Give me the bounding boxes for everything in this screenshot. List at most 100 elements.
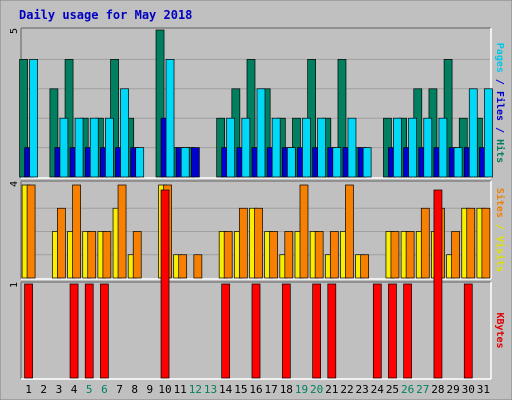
x-tick-label: 30: [462, 383, 475, 396]
bar-pages-day-22: [347, 117, 357, 178]
x-tick-label: 20: [310, 383, 323, 396]
x-tick-label: 29: [446, 383, 459, 396]
bar-kbytes-day-1: [24, 283, 33, 379]
y-axis-label: Pages / Files / Hits: [494, 43, 506, 163]
bar-pages-day-30: [468, 88, 478, 178]
bar-sites-day-4: [72, 184, 81, 279]
bar-sites-day-22: [345, 184, 354, 279]
x-tick-label: 26: [401, 383, 414, 396]
bar-pages-day-8: [135, 147, 145, 178]
bar-kbytes-day-21: [327, 283, 337, 379]
x-tick-label: 14: [219, 383, 233, 396]
bar-sites-day-6: [102, 231, 112, 279]
x-tick-label: 12: [189, 383, 202, 396]
bar-pages-day-17: [271, 117, 281, 178]
bar-sites-day-30: [466, 207, 476, 279]
chart-title: Daily usage for May 2018: [19, 8, 192, 22]
bar-sites-day-15: [238, 207, 248, 279]
x-tick-label: 6: [101, 383, 108, 396]
bar-sites-day-5: [87, 231, 97, 279]
x-tick-label: 13: [204, 383, 217, 396]
bar-pages-day-3: [59, 117, 69, 178]
bar-hits-day-3: [49, 88, 59, 178]
bar-pages-day-21: [332, 147, 342, 178]
bar-pages-day-5: [89, 117, 99, 178]
bar-pages-day-1: [29, 59, 38, 178]
bar-kbytes-day-5: [84, 283, 94, 379]
x-tick-label: 3: [56, 383, 63, 396]
bar-sites-day-7: [117, 184, 127, 279]
x-tick-label: 25: [386, 383, 399, 396]
bar-hits-day-1: [19, 59, 28, 178]
bar-sites-day-19: [299, 184, 309, 279]
bar-hits-day-22: [337, 59, 347, 178]
bar-sites-day-8: [132, 231, 142, 279]
bar-pages-day-23: [362, 147, 372, 178]
x-tick-label: 24: [371, 383, 385, 396]
panel-kbytes: 1 KBytes: [9, 189, 505, 380]
bar-sites-day-23: [360, 254, 369, 279]
bar-pages-day-20: [317, 117, 326, 178]
bar-sites-day-1: [26, 184, 36, 279]
bar-pages-day-18: [286, 147, 296, 178]
bar-sites-day-20: [314, 231, 324, 279]
bar-hits-day-10: [155, 29, 165, 178]
x-tick-label: 16: [249, 383, 262, 396]
x-tick-label: 2: [40, 383, 47, 396]
bar-pages-day-16: [256, 88, 266, 178]
x-tick-label: 31: [477, 383, 490, 396]
panel-visits-sites: 4 Sites / Visits: [9, 180, 506, 280]
bar-pages-day-25: [393, 117, 402, 178]
x-tick-label: 17: [265, 383, 278, 396]
x-tick-label: 9: [147, 383, 154, 396]
bar-pages-day-26: [408, 117, 417, 178]
bar-pages-day-31: [484, 88, 493, 178]
bar-sites-day-3: [57, 207, 66, 279]
bar-kbytes-day-16: [251, 283, 261, 379]
bar-pages-day-14: [226, 117, 236, 178]
bar-sites-day-21: [329, 231, 339, 279]
bar-sites-day-29: [451, 231, 460, 279]
x-axis-tick-labels: 1 2 3 4 5 6 7 8 9 10 11 12 13 14 15 16 17 18 19 20 21 22 23 24 2…: [25, 383, 490, 396]
bar-kbytes-day-14: [221, 283, 231, 379]
x-tick-label: 4: [71, 383, 78, 396]
x-tick-label: 15: [234, 383, 247, 396]
bar-sites-day-12: [193, 254, 203, 279]
bar-sites-day-14: [223, 231, 233, 279]
bar-sites-day-17: [269, 231, 279, 279]
x-tick-label: 19: [295, 383, 308, 396]
bar-sites-day-31: [481, 207, 491, 279]
bar-pages-day-28: [438, 117, 448, 178]
bar-files-day-12: [191, 147, 200, 178]
x-tick-label: 8: [131, 383, 138, 396]
bar-sites-day-25: [390, 231, 400, 279]
x-tick-label: 28: [431, 383, 444, 396]
panel-hits-files-pages: 5 Pages / Files / Hits: [9, 27, 506, 179]
bar-kbytes-day-18: [281, 283, 291, 379]
bar-kbytes-day-28: [433, 189, 443, 379]
bar-pages-day-15: [241, 117, 251, 178]
bar-sites-day-18: [284, 231, 294, 279]
bar-kbytes-day-25: [388, 283, 397, 379]
bar-kbytes-day-26: [403, 283, 412, 379]
bar-kbytes-day-20: [312, 283, 321, 379]
bar-kbytes-day-4: [69, 283, 79, 379]
x-tick-label: 1: [25, 383, 32, 396]
bar-sites-day-16: [254, 207, 263, 279]
y-max-label: 4: [9, 181, 20, 187]
x-tick-label: 7: [116, 383, 123, 396]
y-max-label: 5: [9, 28, 20, 34]
bar-pages-day-4: [74, 117, 84, 178]
bar-pages-day-7: [120, 88, 129, 178]
bar-kbytes-day-10: [160, 189, 170, 379]
y-axis-label: Sites / Visits: [494, 188, 506, 272]
y-axis-label: KBytes: [494, 312, 505, 348]
x-tick-label: 23: [356, 383, 369, 396]
bar-pages-day-27: [423, 117, 433, 178]
bar-kbytes-day-24: [372, 283, 382, 379]
x-tick-label: 21: [325, 383, 338, 396]
x-tick-label: 18: [280, 383, 293, 396]
bar-pages-day-29: [453, 147, 463, 178]
bar-pages-day-6: [105, 117, 114, 178]
